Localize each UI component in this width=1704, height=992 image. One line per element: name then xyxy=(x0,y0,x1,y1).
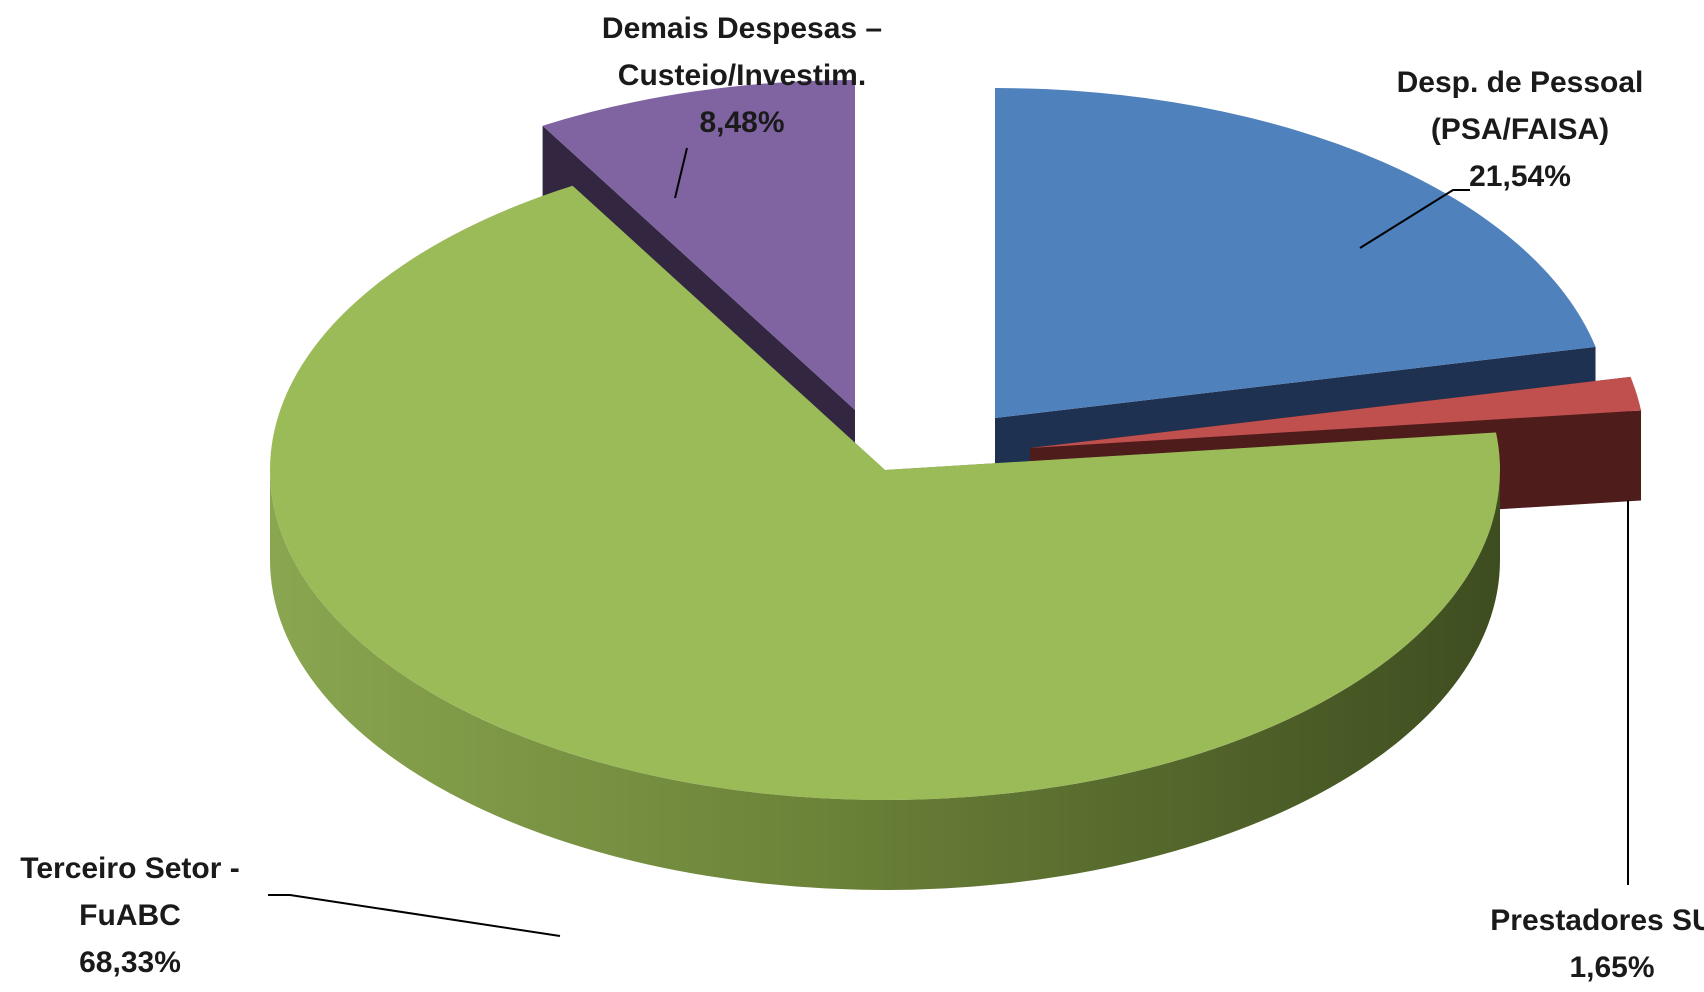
pie-slice-3 xyxy=(269,185,1501,800)
data-label-name-line: Desp. de Pessoal xyxy=(1397,66,1644,99)
data-label-value: 21,54% xyxy=(1469,160,1571,193)
data-label-1: Desp. de Pessoal (PSA/FAISA) 21,54% xyxy=(1397,66,1644,193)
pie-slice-2 xyxy=(1030,376,1642,448)
data-label-value: 68,33% xyxy=(79,946,181,979)
leader-line-1 xyxy=(1359,189,1470,249)
data-label-name-line: Demais Despesas – xyxy=(602,12,882,45)
data-label-4: Demais Despesas – Custeio/Investim. 8,48% xyxy=(602,12,882,139)
pie-slice-3-rim xyxy=(270,470,1500,890)
data-label-name-line: (PSA/FAISA) xyxy=(1431,113,1609,146)
data-label-3: Terceiro Setor - FuABC 68,33% xyxy=(20,852,240,979)
data-label-name-line: Prestadores SUS xyxy=(1490,904,1704,937)
data-label-name-line: FuABC xyxy=(79,899,181,932)
data-label-name-line: Custeio/Investim. xyxy=(618,59,866,92)
pie-slice-4 xyxy=(542,80,855,410)
leader-line-3 xyxy=(268,894,561,937)
data-label-name-line: Terceiro Setor - xyxy=(20,852,240,885)
data-label-2: Prestadores SUS 1,65% xyxy=(1490,904,1704,984)
pie-slice-1 xyxy=(995,88,1596,418)
data-label-value: 1,65% xyxy=(1569,951,1654,984)
leader-line-4 xyxy=(674,147,688,199)
data-label-value: 8,48% xyxy=(699,106,784,139)
